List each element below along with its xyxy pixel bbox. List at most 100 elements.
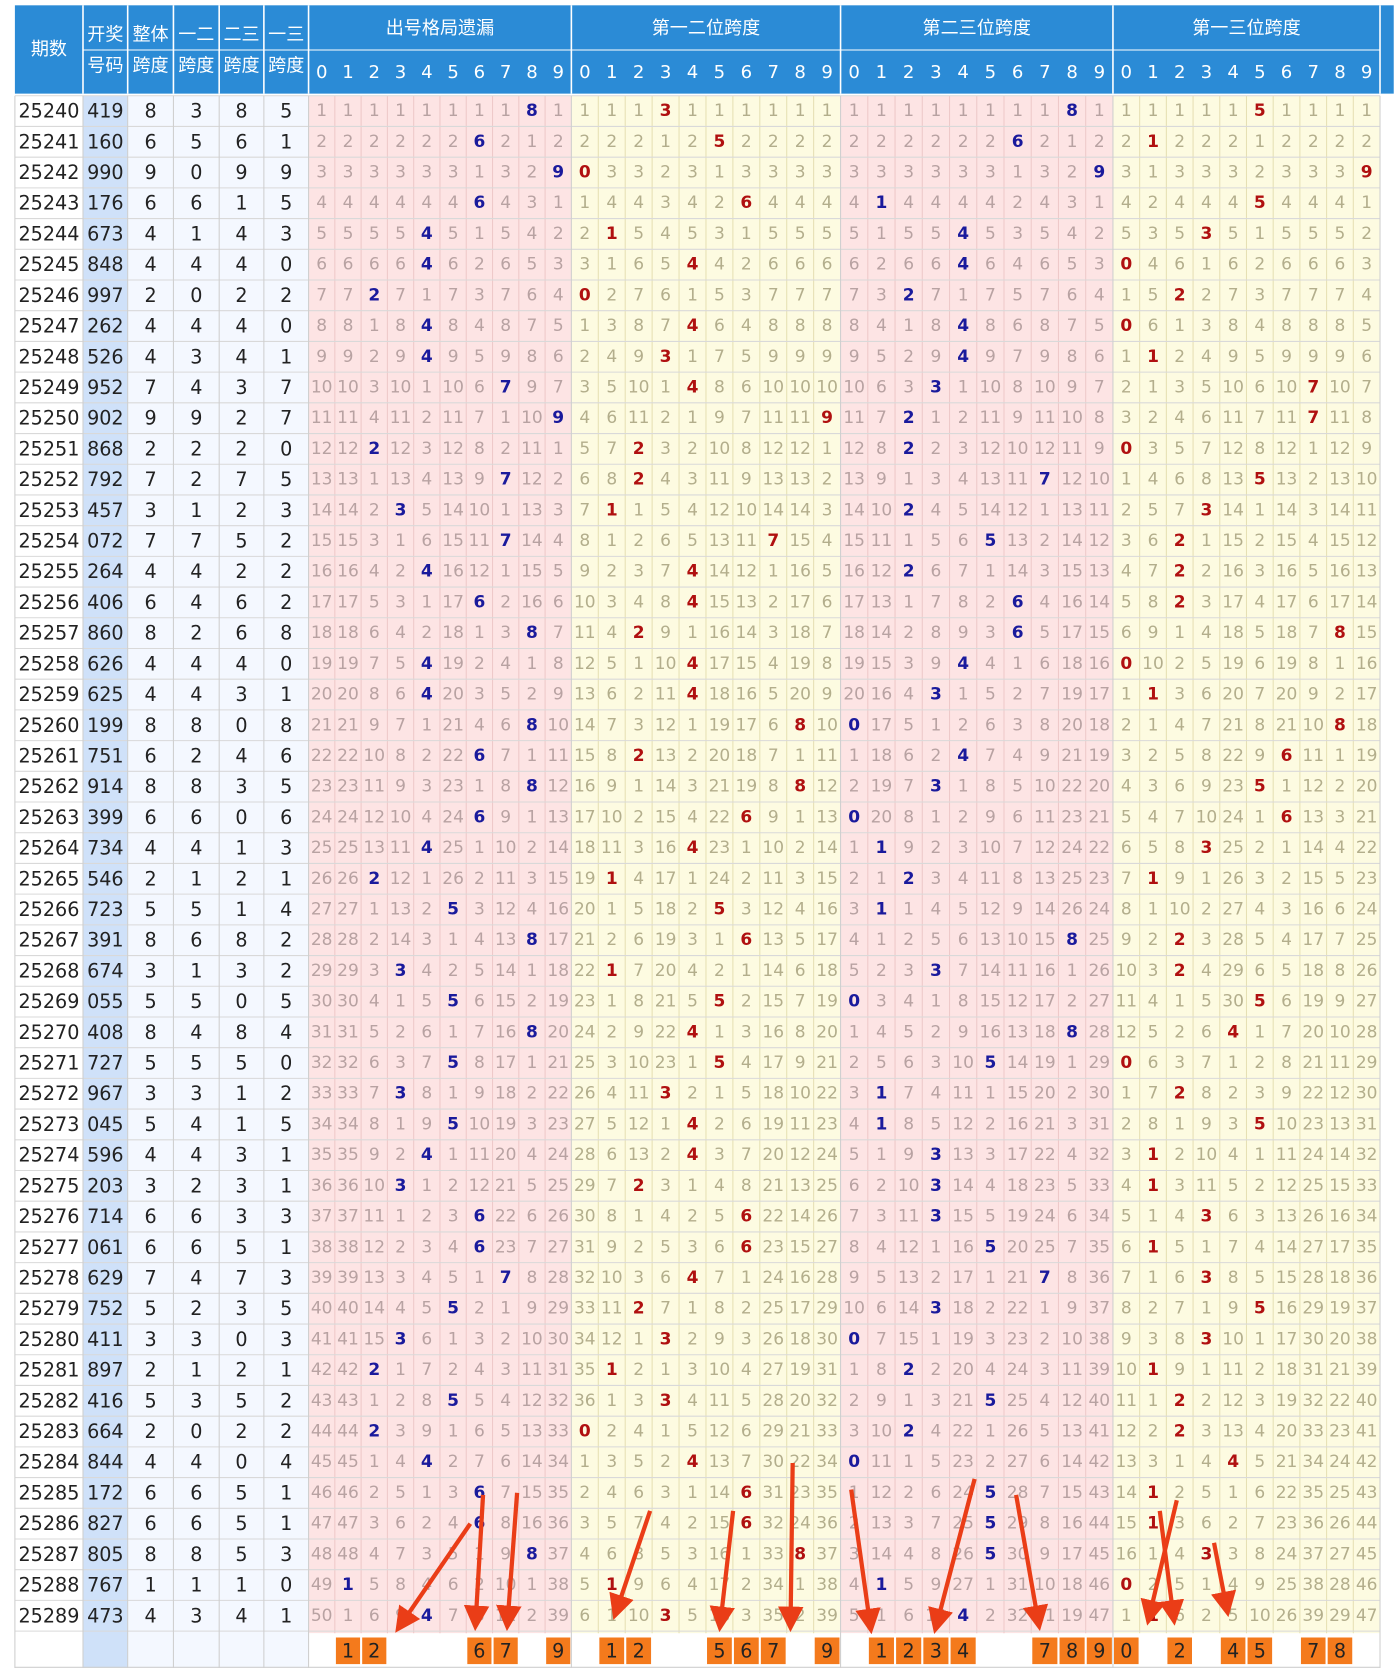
omission-value: 2 <box>1094 224 1105 244</box>
omission-value: 5 <box>849 224 860 244</box>
omission-value: 11 <box>1356 500 1378 520</box>
omission-value: 1 <box>1335 101 1346 121</box>
pick-box <box>626 1637 652 1665</box>
omission-value: 14 <box>1222 500 1244 520</box>
omission-value: 7 <box>448 285 459 305</box>
hit-value: 2 <box>903 1422 915 1442</box>
omission-value: 2 <box>527 992 538 1012</box>
omission-value: 3 <box>448 1207 459 1227</box>
omission-value: 8 <box>714 377 725 397</box>
omission-value: 11 <box>709 1391 731 1411</box>
omission-value: 1 <box>849 101 860 121</box>
span-value: 2 <box>280 530 292 553</box>
hit-value: 1 <box>1147 1237 1159 1257</box>
omission-value: 16 <box>843 562 865 582</box>
omission-value: 9 <box>768 347 779 367</box>
omission-value: 2 <box>1201 1391 1212 1411</box>
omission-value: 2 <box>1201 285 1212 305</box>
omission-value: 5 <box>1281 224 1292 244</box>
draw-number: 160 <box>87 130 124 153</box>
omission-value: 1 <box>1201 869 1212 889</box>
omission-value: 29 <box>311 961 333 981</box>
hit-value: 0 <box>1120 1575 1132 1595</box>
omission-value: 6 <box>1228 1207 1239 1227</box>
omission-value: 39 <box>547 1606 569 1626</box>
omission-value: 4 <box>633 592 644 612</box>
omission-value: 3 <box>930 869 941 889</box>
omission-value: 2 <box>1012 685 1023 705</box>
omission-value: 8 <box>1228 1268 1239 1288</box>
omission-value: 1 <box>930 101 941 121</box>
omission-value: 22 <box>1088 838 1110 858</box>
omission-value: 13 <box>762 930 784 950</box>
hit-value: 4 <box>687 562 699 582</box>
omission-value: 1 <box>1201 255 1212 275</box>
span-value: 3 <box>144 1082 156 1105</box>
omission-value: 9 <box>633 1022 644 1042</box>
omission-value: 10 <box>547 715 569 735</box>
omission-value: 9 <box>1174 869 1185 889</box>
hit-value: 2 <box>633 623 645 643</box>
span-bg <box>127 95 309 1668</box>
omission-value: 2 <box>1148 746 1159 766</box>
omission-value: 8 <box>903 1114 914 1134</box>
omission-value: 1 <box>421 592 432 612</box>
draw-number: 408 <box>87 1021 124 1044</box>
omission-value: 19 <box>736 777 758 797</box>
omission-value: 6 <box>1121 838 1132 858</box>
omission-value: 9 <box>579 562 590 582</box>
hit-value: 2 <box>1174 285 1186 305</box>
omission-value: 5 <box>1201 654 1212 674</box>
omission-value: 13 <box>843 470 865 490</box>
hit-value: 1 <box>875 838 887 858</box>
omission-value: 25 <box>442 838 464 858</box>
omission-value: 8 <box>1012 377 1023 397</box>
hit-value: 4 <box>687 1022 699 1042</box>
omission-value: 1 <box>1148 899 1159 919</box>
omission-value: 1 <box>741 1544 752 1564</box>
omission-value: 8 <box>1094 408 1105 428</box>
omission-value: 45 <box>337 1452 359 1472</box>
omission-value: 17 <box>1276 592 1298 612</box>
omission-value: 6 <box>1254 377 1265 397</box>
omission-value: 13 <box>495 930 517 950</box>
omission-value: 23 <box>1356 869 1378 889</box>
omission-value: 9 <box>768 807 779 827</box>
omission-value: 14 <box>1302 838 1324 858</box>
omission-value: 28 <box>1329 1575 1351 1595</box>
period: 25263 <box>18 806 79 829</box>
omission-value: 4 <box>1121 777 1132 797</box>
omission-value: 1 <box>1254 1329 1265 1349</box>
omission-value: 4 <box>606 347 617 367</box>
omission-value: 6 <box>1039 1452 1050 1472</box>
omission-value: 19 <box>871 777 893 797</box>
omission-value: 12 <box>363 807 385 827</box>
hit-value: 8 <box>526 930 538 950</box>
omission-value: 4 <box>474 715 485 735</box>
omission-value: 6 <box>849 1176 860 1196</box>
omission-value: 9 <box>421 1422 432 1442</box>
omission-value: 46 <box>1088 1575 1110 1595</box>
omission-value: 23 <box>442 777 464 797</box>
omission-value: 5 <box>1067 1176 1078 1196</box>
period: 25272 <box>18 1082 79 1105</box>
period: 25257 <box>18 622 79 645</box>
omission-value: 6 <box>421 1329 432 1349</box>
omission-value: 36 <box>816 1514 838 1534</box>
omission-value: 6 <box>579 1606 590 1626</box>
omission-value: 17 <box>1061 1544 1083 1564</box>
omission-value: 4 <box>1121 1176 1132 1196</box>
omission-value: 5 <box>660 255 671 275</box>
omission-value: 1 <box>741 224 752 244</box>
omission-value: 3 <box>1121 163 1132 183</box>
omission-value: 13 <box>521 1422 543 1442</box>
omission-value: 8 <box>876 439 887 459</box>
omission-value: 9 <box>1012 899 1023 919</box>
omission-value: 7 <box>421 1053 432 1073</box>
period: 25248 <box>18 345 79 368</box>
omission-value: 3 <box>1039 1360 1050 1380</box>
span-value: 8 <box>144 714 156 737</box>
omission-value: 7 <box>395 715 406 735</box>
omission-value: 4 <box>1308 193 1319 213</box>
omission-value: 19 <box>1356 746 1378 766</box>
